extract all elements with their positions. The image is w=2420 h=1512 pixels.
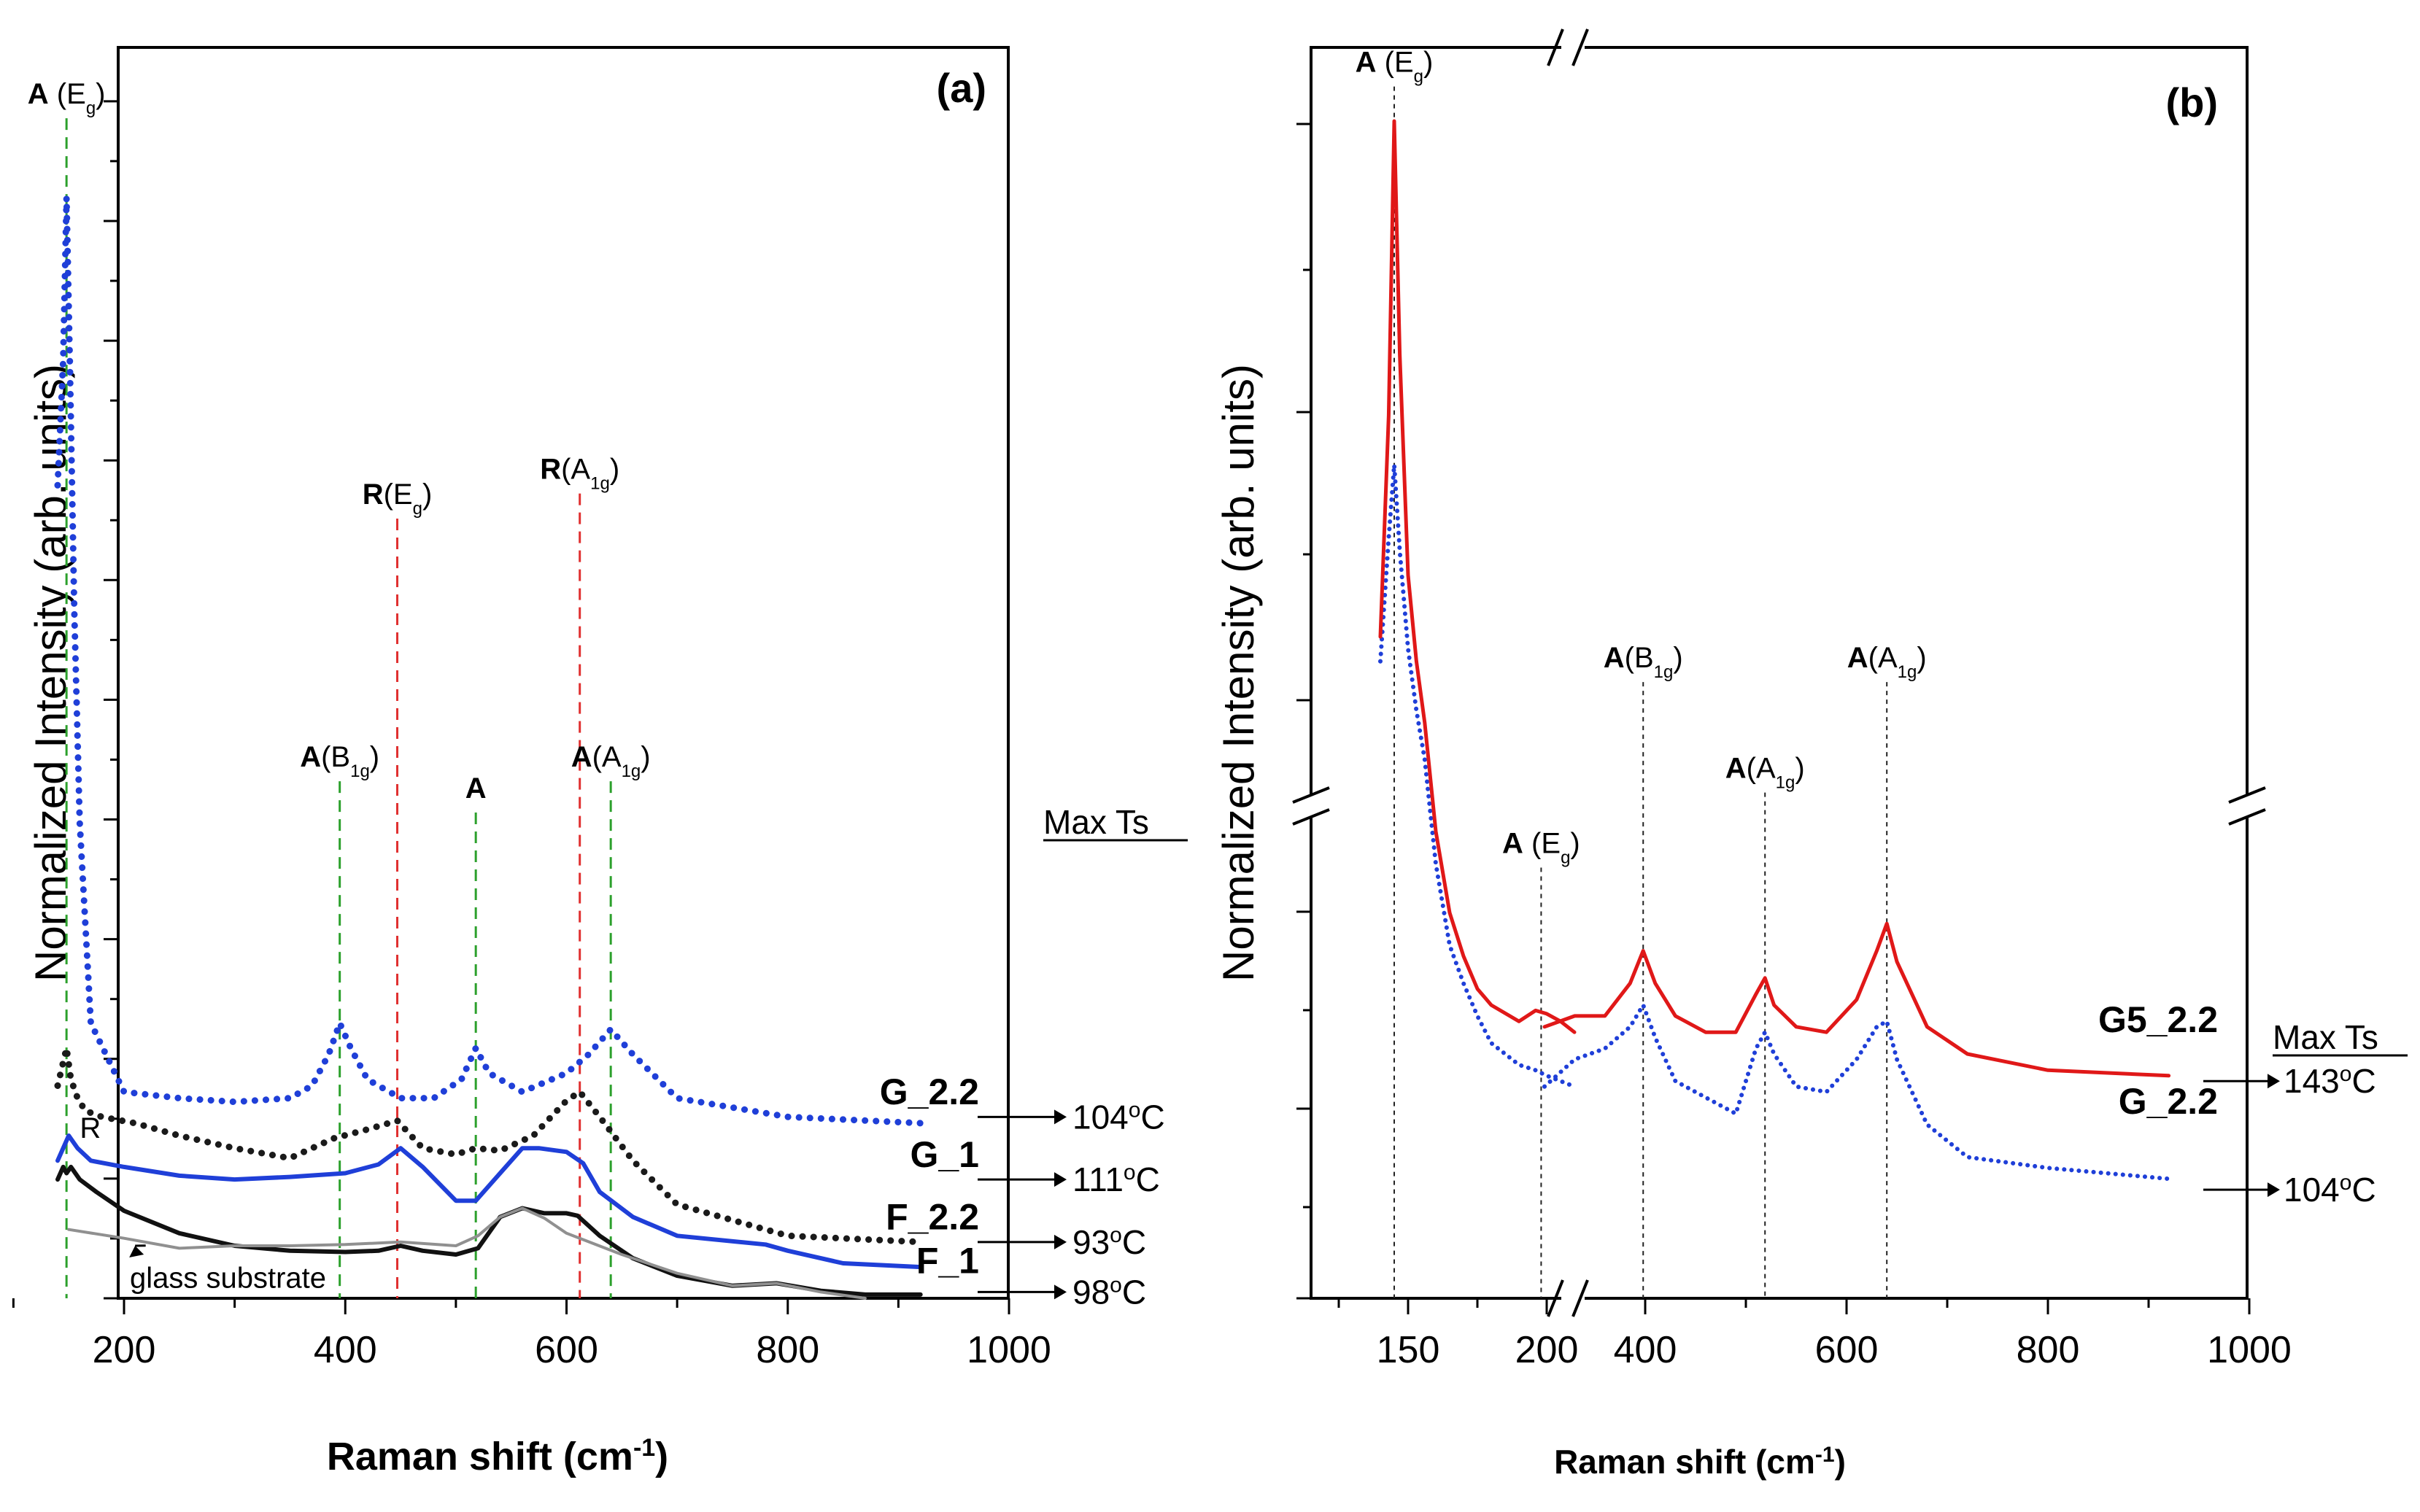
- series-line-glass-substrate: [67, 1206, 867, 1300]
- x-tick-label-1000: 1000: [2207, 1329, 2292, 1371]
- peak-label-0: A (Eg): [1356, 47, 1434, 87]
- x-tick-label-400: 400: [1614, 1329, 1677, 1371]
- series-label-f-2-2: F_2.2: [886, 1197, 979, 1238]
- panel-a-frame: [117, 46, 1010, 1300]
- peak-label-5: A(A1g): [571, 741, 651, 781]
- legend-header-max-ts: Max Ts: [2273, 1018, 2378, 1056]
- peak-label-2: A(B1g): [1604, 642, 1683, 682]
- peak-label-2: R(Eg): [363, 478, 433, 519]
- series-label-g-2-2: G_2.2: [2119, 1081, 2218, 1122]
- peak-label-0: A (Eg): [28, 78, 106, 118]
- x-tick-label-200: 200: [1515, 1329, 1579, 1371]
- temp-arrow-head: [1054, 1284, 1067, 1300]
- axis-break-mark-y-2: [2228, 786, 2266, 804]
- x-tick-label-150: 150: [1377, 1329, 1440, 1371]
- axis-break-mark-x-3: [1572, 1279, 1589, 1317]
- glass-arrow-head: [129, 1245, 144, 1257]
- peak-label-4: R(A1g): [540, 454, 619, 494]
- temp-label-g-1: 111oC: [1072, 1160, 1160, 1199]
- axis-break-mark-x-2: [1547, 1279, 1564, 1317]
- peak-label-4: A(A1g): [1847, 642, 1927, 682]
- x-tick-label-800: 800: [756, 1329, 819, 1371]
- temp-arrow-head: [2268, 1074, 2280, 1089]
- series-label-f-1: F_1: [916, 1241, 979, 1282]
- series-line-f-2-2: [55, 1133, 923, 1270]
- panel-b: 150 200 400 600 800 1000 Raman shift (cm-1) Nor…: [1214, 28, 2408, 1481]
- series-label-g5-2-2: G5_2.2: [2098, 999, 2218, 1040]
- series-label-g-2-2: G_2.2: [880, 1071, 979, 1112]
- temp-label-f-2-2: 93oC: [1072, 1222, 1146, 1261]
- series-line-g-2-2-segment-2: [1542, 1003, 2171, 1182]
- temp-label-f-1: 98oC: [1072, 1273, 1146, 1311]
- axis-break-mark-y-0: [1292, 786, 1330, 804]
- x-tick-label-800: 800: [2017, 1329, 2080, 1371]
- x-tick-label-600: 600: [535, 1329, 598, 1371]
- series-line-g5-2-2-segment-2: [1542, 921, 2171, 1078]
- panel-a: 200 400 600 800 1000 Raman shift (cm-1) Normal…: [12, 46, 1188, 1478]
- x-axis-title: Raman shift (cm-1): [327, 1434, 668, 1478]
- panel-b-frame-top-right: [1585, 46, 2249, 795]
- axis-break-mark-x-1: [1572, 28, 1589, 66]
- axis-break-mark-y-3: [2228, 808, 2266, 826]
- temp-arrow-head: [1054, 1172, 1067, 1187]
- peak-label-3: A: [465, 772, 487, 805]
- temp-arrow-head: [1054, 1109, 1067, 1125]
- panel-letter-a: (a): [937, 65, 986, 111]
- peak-label-1: A (Eg): [1502, 828, 1580, 868]
- peak-label-3: A(A1g): [1725, 753, 1805, 793]
- glass-substrate-annotation: glass substrate: [130, 1263, 326, 1295]
- series-line-g-1: [54, 1044, 924, 1246]
- x-tick-label-1000: 1000: [967, 1329, 1051, 1371]
- x-tick-label-400: 400: [314, 1329, 377, 1371]
- temp-label-g-2-2: 104oC: [2284, 1171, 2376, 1209]
- temp-label-g-2-2: 104oC: [1072, 1098, 1165, 1136]
- series-label-g-1: G_1: [910, 1134, 979, 1175]
- axis-break-mark-y-1: [1292, 808, 1330, 826]
- x-tick-label-600: 600: [1815, 1329, 1879, 1371]
- y-axis-title: Normalized Intensity (arb. units): [1214, 364, 1263, 982]
- x-axis-title: Raman shift (cm-1): [1554, 1443, 1846, 1481]
- rutile-annotation: R: [80, 1112, 101, 1144]
- peak-label-1: A(B1g): [300, 741, 379, 781]
- temp-arrow-head: [2268, 1182, 2280, 1198]
- panel-b-frame-top-left: [1310, 46, 1561, 795]
- x-tick-label-200: 200: [93, 1329, 156, 1371]
- temp-arrow-head: [1054, 1234, 1067, 1249]
- series-line-g5-2-2-segment-1: [1378, 119, 1577, 1034]
- panel-letter-b: (b): [2165, 80, 2218, 125]
- temp-label-g5-2-2: 143oC: [2284, 1062, 2376, 1101]
- series-line-g-2-2: [54, 194, 924, 1127]
- panel-b-frame-bottom-right: [1585, 817, 2249, 1300]
- axis-break-mark-x-0: [1547, 28, 1564, 66]
- y-axis-title: Normalized Intensity (arb. units): [26, 364, 75, 982]
- series-line-f-1: [55, 1164, 923, 1297]
- legend-header-max-ts: Max Ts: [1043, 803, 1149, 841]
